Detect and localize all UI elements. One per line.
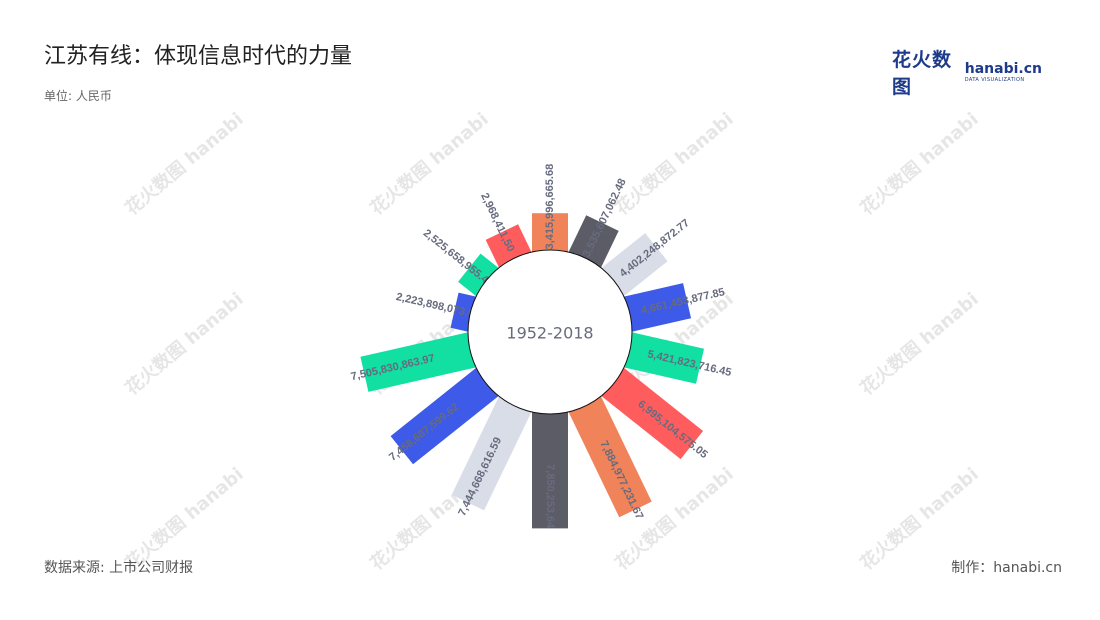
- bar: [620, 331, 705, 384]
- bar-value-label: 3,415,996,665.68: [544, 164, 556, 250]
- center-label: 1952-2018: [506, 324, 593, 343]
- bar: [360, 331, 480, 392]
- bar: [566, 392, 652, 518]
- logo-en-text: hanabi.cn: [964, 60, 1042, 77]
- credit-label: 制作：hanabi.cn: [951, 560, 1062, 576]
- bar: [532, 213, 568, 256]
- bar-value-label: 7,850,253,64: [544, 464, 556, 529]
- bar-group: [360, 331, 480, 392]
- logo-cn-text: 花火数图: [892, 49, 953, 98]
- bar-group: [390, 365, 502, 465]
- data-source: 数据来源: 上市公司财报: [44, 560, 194, 576]
- bar: [532, 408, 568, 529]
- bar-group: [532, 213, 568, 256]
- bar: [390, 365, 502, 465]
- bar: [598, 365, 704, 460]
- bar-group: [451, 392, 534, 511]
- bar: [620, 283, 692, 333]
- brand-logo: 花火数图 hanabi.cn DATA VISUALIZATION: [892, 49, 1042, 98]
- bar-group: [620, 283, 692, 333]
- bar-group: [620, 331, 705, 384]
- bar-group: [532, 408, 568, 529]
- unit-label: 单位: 人民币: [44, 89, 112, 103]
- bar-group: [598, 365, 704, 460]
- center-circle: [467, 249, 633, 415]
- logo-tagline: DATA VISUALIZATION: [964, 76, 1025, 83]
- chart-title: 江苏有线：体现信息时代的力量: [44, 44, 353, 69]
- bar-group: [566, 392, 652, 518]
- bar: [451, 392, 534, 511]
- bar: [458, 253, 502, 299]
- bar-group: [458, 253, 502, 299]
